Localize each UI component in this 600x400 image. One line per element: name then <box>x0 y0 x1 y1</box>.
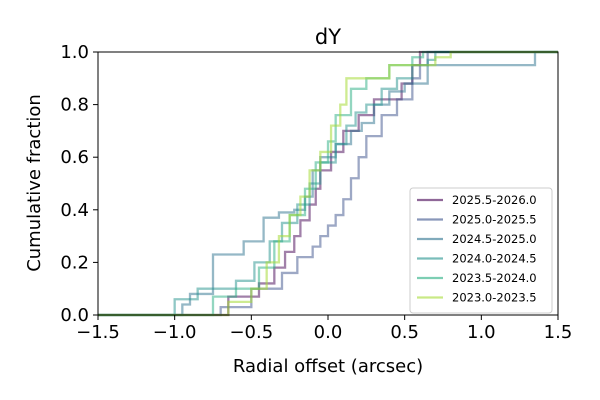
y-tick-label: 1.0 <box>60 42 89 63</box>
axes: −1.5 −1.0 −0.5 0.0 0.5 1.0 1.5 0.0 0.2 0.4 0.6 0.8 1… <box>60 42 572 343</box>
y-tick-label: 0.2 <box>60 252 89 273</box>
y-tick-label: 0.0 <box>60 305 89 326</box>
legend-label: 2025.0-2025.5 <box>452 213 537 227</box>
series-line-5 <box>98 50 558 317</box>
series-line-0 <box>98 50 558 317</box>
x-tick-label: −1.5 <box>76 322 120 343</box>
x-tick-label: 0.0 <box>314 322 343 343</box>
legend-label: 2023.0-2023.5 <box>452 291 537 305</box>
legend-box <box>409 187 553 314</box>
legend-label: 2024.5-2025.0 <box>452 232 537 246</box>
x-axis-title: Radial offset (arcsec) <box>233 356 423 377</box>
legend-label: 2025.5-2026.0 <box>452 193 537 207</box>
x-tick-label: 1.0 <box>467 322 496 343</box>
y-axis-title: Cumulative fraction <box>24 94 45 272</box>
x-tick-label: 0.5 <box>390 322 419 343</box>
y-tick-label: 0.4 <box>60 200 89 221</box>
series-line-1 <box>98 50 558 317</box>
legend-label: 2024.0-2024.5 <box>452 252 537 266</box>
x-tick-label: −1.0 <box>153 322 197 343</box>
y-tick-label: 0.6 <box>60 147 89 168</box>
x-tick-label: −0.5 <box>229 322 273 343</box>
chart-title: dY <box>315 25 341 49</box>
x-tick-label: 1.5 <box>544 322 573 343</box>
plot-area <box>98 50 558 317</box>
legend: 2025.5-2026.0 2025.0-2025.5 2024.5-2025.0 2… <box>409 187 553 314</box>
y-tick-label: 0.8 <box>60 95 89 116</box>
legend-label: 2023.5-2024.0 <box>452 271 537 285</box>
